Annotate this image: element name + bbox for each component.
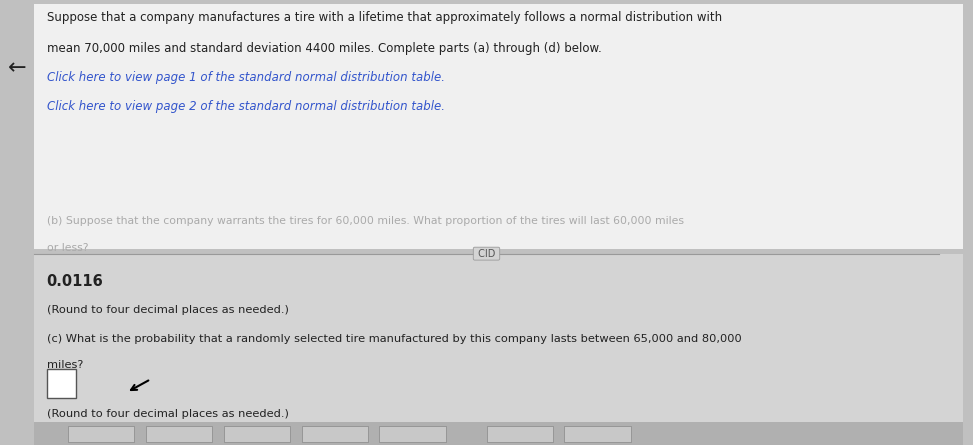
Text: (Round to four decimal places as needed.): (Round to four decimal places as needed.…: [47, 409, 289, 418]
Text: or less?: or less?: [47, 243, 89, 252]
FancyBboxPatch shape: [379, 426, 446, 442]
Text: CID: CID: [475, 249, 498, 259]
FancyBboxPatch shape: [302, 426, 368, 442]
FancyBboxPatch shape: [34, 422, 963, 445]
Text: Click here to view page 2 of the standard normal distribution table.: Click here to view page 2 of the standar…: [47, 100, 445, 113]
Text: miles?: miles?: [47, 360, 83, 370]
FancyBboxPatch shape: [34, 4, 963, 249]
FancyBboxPatch shape: [146, 426, 212, 442]
FancyBboxPatch shape: [34, 254, 963, 423]
Text: Click here to view page 1 of the standard normal distribution table.: Click here to view page 1 of the standar…: [47, 71, 445, 84]
FancyBboxPatch shape: [564, 426, 631, 442]
FancyBboxPatch shape: [68, 426, 134, 442]
Text: 0.0116: 0.0116: [47, 274, 103, 289]
Text: (Round to four decimal places as needed.): (Round to four decimal places as needed.…: [47, 305, 289, 315]
FancyBboxPatch shape: [47, 369, 76, 398]
FancyBboxPatch shape: [486, 426, 553, 442]
Text: (c) What is the probability that a randomly selected tire manufactured by this c: (c) What is the probability that a rando…: [47, 334, 741, 344]
Text: ←: ←: [8, 58, 26, 78]
FancyBboxPatch shape: [224, 426, 290, 442]
Text: mean 70,000 miles and standard deviation 4400 miles. Complete parts (a) through : mean 70,000 miles and standard deviation…: [47, 42, 601, 55]
Text: (b) Suppose that the company warrants the tires for 60,000 miles. What proportio: (b) Suppose that the company warrants th…: [47, 216, 684, 226]
Text: Suppose that a company manufactures a tire with a lifetime that approximately fo: Suppose that a company manufactures a ti…: [47, 11, 722, 24]
